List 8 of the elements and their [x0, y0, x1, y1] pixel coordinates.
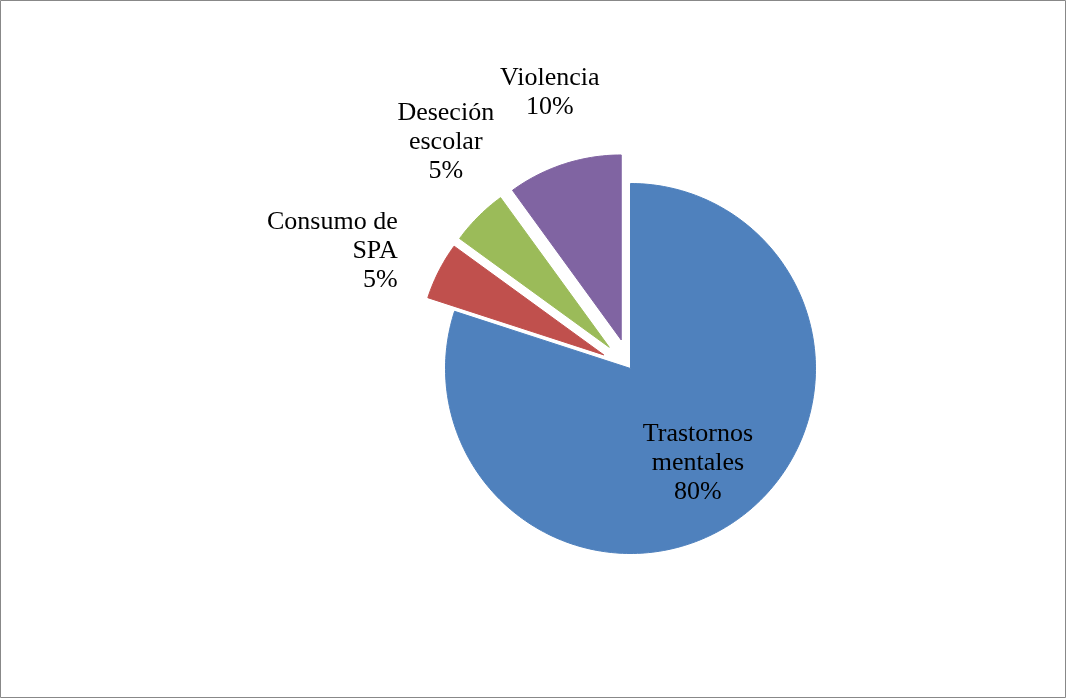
slice-label: Deseción escolar: [397, 96, 495, 155]
slice-label: Consumo de SPA: [267, 206, 398, 265]
slice-label: Violencia: [500, 62, 600, 92]
data-label: 5%: [428, 154, 464, 184]
data-label: 5%: [363, 264, 398, 294]
data-label: 10%: [525, 91, 574, 121]
data-label: 80%: [674, 475, 722, 505]
slice-label: Trastornos mentales: [642, 417, 754, 476]
